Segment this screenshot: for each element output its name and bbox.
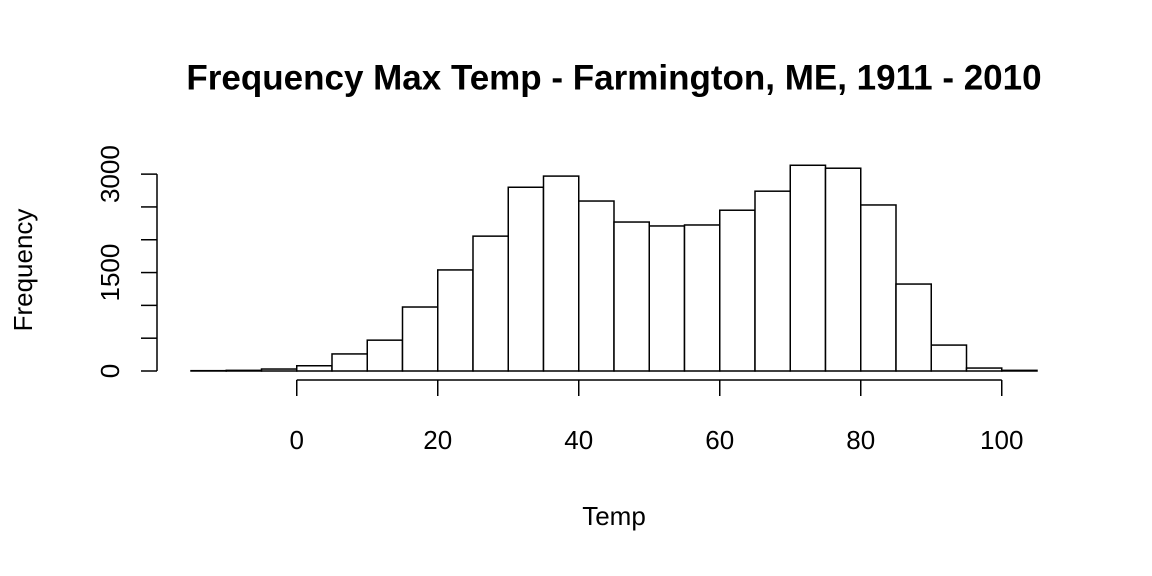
bar: [719, 209, 756, 372]
y-axis-label: Frequency: [8, 209, 38, 332]
bar: [225, 369, 263, 372]
x-tick-label: 20: [423, 425, 452, 455]
x-tick-label: 0: [290, 425, 304, 455]
bar: [472, 235, 509, 372]
bar: [296, 365, 333, 372]
bar: [507, 186, 545, 372]
bar: [578, 200, 615, 372]
x-tick-label: 100: [980, 425, 1023, 455]
y-tick-label: 3000: [95, 145, 125, 203]
x-tick-label: 60: [705, 425, 734, 455]
bar: [331, 353, 368, 372]
bar: [366, 339, 404, 372]
bar: [754, 190, 791, 372]
bar: [789, 164, 827, 372]
bar: [401, 306, 439, 372]
x-axis-label: Temp: [582, 501, 646, 531]
bar: [965, 367, 1003, 372]
bar: [542, 175, 580, 372]
bar: [260, 368, 298, 372]
bar: [437, 269, 474, 372]
x-tick-label: 80: [846, 425, 875, 455]
bar: [648, 225, 686, 372]
bar: [1001, 369, 1038, 372]
bar: [824, 167, 862, 372]
bar: [613, 221, 650, 372]
bar: [930, 344, 968, 372]
bar: [683, 224, 721, 372]
y-tick-label: 1500: [95, 244, 125, 302]
y-tick-label: 0: [95, 364, 125, 378]
x-tick-label: 40: [564, 425, 593, 455]
bar: [860, 204, 897, 372]
chart-title: Frequency Max Temp - Farmington, ME, 191…: [186, 58, 1041, 97]
bar: [895, 283, 932, 372]
